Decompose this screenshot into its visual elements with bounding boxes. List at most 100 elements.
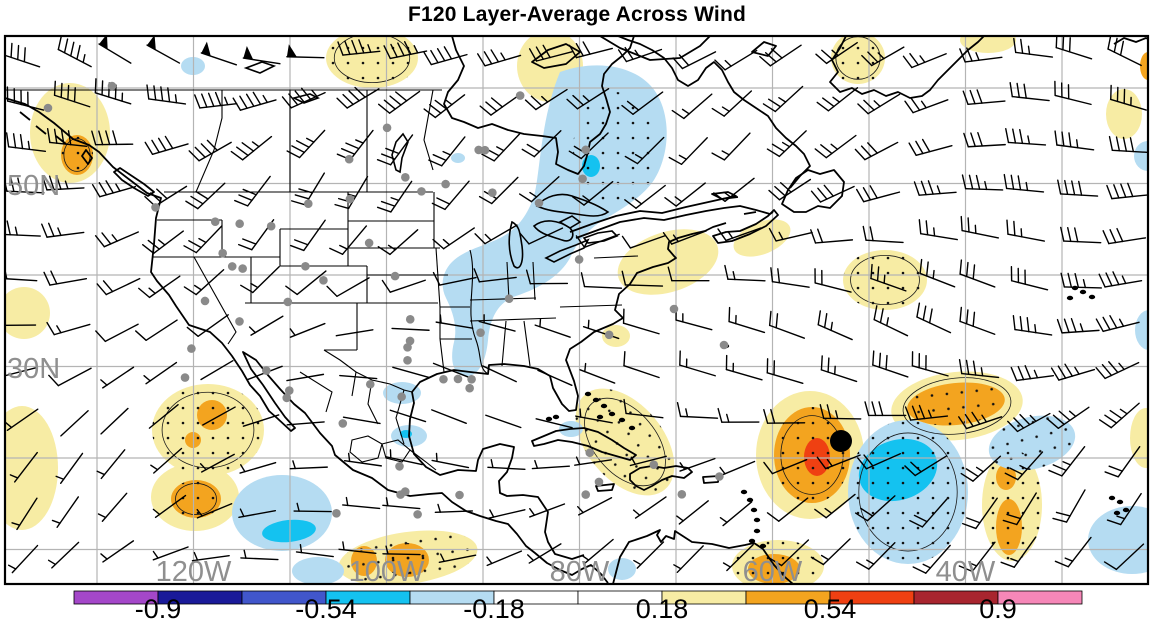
barb-half-tick: [439, 314, 442, 324]
barb-staff: [636, 136, 665, 165]
wind-barb: [432, 271, 477, 286]
barb-full-tick: [430, 49, 439, 64]
barb-full-tick: [144, 141, 154, 155]
barb-full-tick: [190, 195, 204, 205]
barb-staff: [286, 56, 325, 59]
barb-full-tick: [1010, 174, 1015, 190]
barb-staff: [347, 175, 369, 210]
wind-barb: [474, 224, 518, 245]
station-dot: [405, 315, 415, 324]
border-line: [469, 249, 489, 375]
barb-staff: [870, 277, 907, 292]
wind-barb: [485, 414, 522, 429]
barb-staff: [530, 176, 560, 203]
barb-full-tick: [112, 130, 118, 146]
wind-barb: [423, 94, 466, 119]
barb-full-tick: [432, 238, 445, 250]
wind-barb: [1107, 37, 1142, 67]
wind-barb: [714, 49, 758, 71]
barb-half-tick: [1064, 557, 1074, 562]
wind-barb: [962, 497, 998, 530]
barb-staff: [94, 143, 134, 146]
barb-full-tick: [582, 41, 591, 55]
anomaly-fill-layer: [6, 37, 1147, 583]
wind-barb: [146, 84, 187, 105]
barb-full-tick: [60, 82, 63, 99]
barb-half-tick: [1020, 228, 1023, 238]
anomaly-blob: [6, 406, 58, 530]
wind-barb: [91, 180, 137, 198]
barb-full-tick: [432, 271, 441, 286]
barb-full-tick: [1020, 38, 1024, 55]
wind-barb: [527, 543, 562, 564]
border-line: [435, 247, 441, 308]
lake-outline: [532, 220, 574, 242]
station-dot: [262, 366, 271, 375]
barb-half-tick: [347, 452, 351, 463]
barb-staff: [289, 322, 326, 338]
barb-staff: [873, 318, 909, 337]
station-dot: [283, 297, 293, 307]
wind-barb: [1006, 219, 1046, 242]
wind-barb: [629, 455, 667, 467]
barb-full-tick: [286, 150, 301, 159]
wind-barb: [481, 133, 521, 162]
barb-staff: [200, 52, 238, 66]
barb-staff: [1055, 46, 1093, 60]
border-line: [423, 89, 434, 171]
station-dot: [476, 328, 485, 337]
barb-staff: [964, 188, 1004, 191]
barb-full-tick: [763, 461, 774, 475]
station-dot: [453, 374, 463, 384]
barb-staff: [680, 137, 708, 166]
wind-barb: [242, 414, 280, 427]
barb-staff: [778, 130, 807, 158]
wind-barb: [671, 93, 713, 120]
anomaly-blob: [292, 557, 344, 583]
barb-staff: [583, 233, 620, 248]
wind-barb: [239, 461, 277, 474]
wind-barb: [911, 351, 949, 377]
barb-half-tick: [539, 318, 542, 328]
barb-full-tick: [822, 97, 835, 108]
barb-full-tick: [879, 308, 884, 324]
station-dot: [200, 296, 210, 306]
wind-barb: [1098, 271, 1143, 288]
barb-full-tick: [358, 39, 365, 54]
barb-full-tick: [1013, 37, 1017, 54]
barb-full-tick: [164, 135, 174, 150]
barb-staff: [6, 408, 39, 432]
barb-half-tick: [64, 180, 69, 190]
barb-staff: [101, 492, 128, 522]
wind-barb: [768, 310, 806, 339]
barb-staff: [728, 320, 766, 334]
wind-barb: [382, 545, 421, 556]
barb-half-tick: [143, 375, 151, 382]
barb-staff: [6, 100, 45, 111]
barb-full-tick: [477, 53, 486, 67]
barb-half-tick: [47, 559, 57, 566]
barb-half-tick: [835, 410, 839, 420]
wind-barb: [1098, 402, 1140, 429]
barb-half-tick: [385, 545, 389, 555]
barb-staff: [339, 374, 378, 380]
barb-staff: [1017, 451, 1044, 481]
wind-barb: [1010, 365, 1055, 382]
wind-barb: [382, 497, 421, 510]
wind-barb: [768, 539, 810, 567]
island-speck: [552, 414, 560, 420]
wind-barb: [617, 46, 663, 63]
barb-full-tick: [47, 222, 55, 237]
border-line: [381, 439, 411, 463]
barb-full-tick: [1108, 465, 1123, 472]
wind-barb: [342, 496, 381, 510]
wind-barb: [711, 90, 753, 117]
contour-line: [175, 483, 217, 515]
station-dot: [396, 490, 405, 499]
barb-full-tick: [46, 321, 55, 336]
barb-full-tick: [575, 42, 584, 57]
barb-half-tick: [1025, 181, 1029, 192]
barb-staff: [681, 51, 717, 70]
barb-half-tick: [1079, 323, 1084, 333]
barb-half-tick: [630, 456, 636, 465]
